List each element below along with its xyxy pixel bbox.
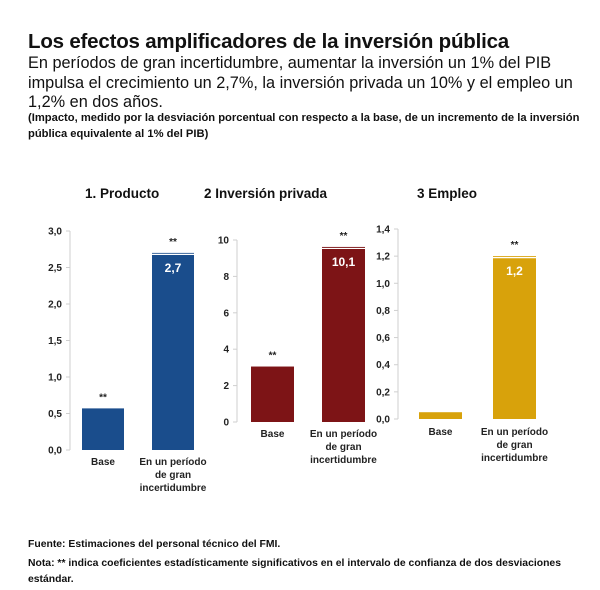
y-tick-label: 2,5 (48, 263, 62, 274)
bar (251, 366, 294, 422)
y-tick-label: 2,0 (48, 300, 62, 311)
chart-subtitle: En períodos de gran incertidumbre, aumen… (28, 54, 573, 111)
category-label: incertidumbre (310, 455, 377, 466)
y-tick-label: 1,2 (376, 252, 390, 263)
significance-marker: ** (269, 351, 277, 362)
bar (82, 408, 124, 450)
significance-marker: ** (340, 231, 348, 242)
panel-title: 2 Inversión privada (204, 186, 328, 201)
y-tick-label: 0,2 (376, 387, 390, 398)
significance-marker: ** (169, 237, 177, 248)
source-note: Fuente: Estimaciones del personal técnic… (28, 539, 281, 550)
bar-value-label: 1,2 (506, 264, 523, 278)
category-label: En un período (310, 429, 377, 440)
y-tick-label: 0,0 (376, 415, 390, 426)
y-tick-label: 2 (223, 381, 229, 392)
bar-value-label: 2,7 (165, 261, 182, 275)
y-tick-label: 0,4 (376, 360, 390, 371)
chart-title: Los efectos amplificadores de la inversi… (28, 30, 510, 53)
y-tick-label: 1,5 (48, 336, 62, 347)
category-label: En un período (139, 457, 206, 468)
bar (322, 246, 365, 422)
significance-note: Nota: ** indica coeficientes estadística… (28, 558, 561, 585)
category-label: incertidumbre (140, 483, 207, 494)
y-tick-label: 3,0 (48, 227, 62, 238)
y-tick-label: 0 (223, 418, 229, 429)
bar (152, 252, 194, 450)
significance-marker: ** (511, 240, 519, 251)
category-label: Base (91, 457, 115, 468)
y-tick-label: 6 (223, 308, 229, 319)
y-tick-label: 0,0 (48, 446, 62, 457)
panel-title: 1. Producto (85, 186, 159, 201)
category-label: de gran (496, 440, 532, 451)
y-tick-label: 10 (218, 236, 230, 247)
category-label: Base (429, 427, 453, 438)
y-tick-label: 4 (223, 345, 229, 356)
category-label: Base (261, 429, 285, 440)
y-tick-label: 1,0 (48, 373, 62, 384)
y-tick-label: 0,8 (376, 306, 390, 317)
category-label: En un período (481, 427, 548, 438)
category-label: de gran (155, 470, 191, 481)
y-tick-label: 0,5 (48, 409, 62, 420)
y-tick-label: 8 (223, 272, 229, 283)
y-tick-label: 0,6 (376, 333, 390, 344)
bar (419, 412, 462, 419)
y-tick-label: 1,4 (376, 225, 390, 236)
category-label: incertidumbre (481, 453, 548, 464)
significance-marker: ** (99, 392, 107, 403)
bar (493, 256, 536, 419)
panel-title: 3 Empleo (417, 186, 477, 201)
category-label: de gran (325, 442, 361, 453)
chart-description: (Impacto, medido por la desviación porce… (28, 112, 580, 140)
bar-value-label: 10,1 (332, 255, 356, 269)
y-tick-label: 1,0 (376, 279, 390, 290)
